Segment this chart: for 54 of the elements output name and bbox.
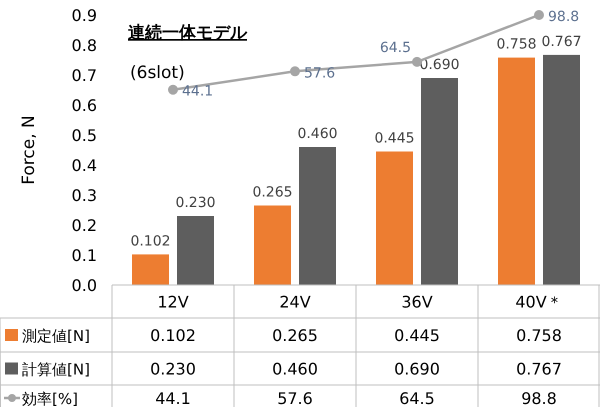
bar: [543, 54, 580, 285]
x-tick-label: 36V: [401, 292, 433, 312]
y-tick-label: 0.3: [72, 186, 97, 205]
text: 64.5: [380, 40, 411, 56]
data-label: 0.102: [150, 326, 196, 345]
point: [534, 10, 544, 20]
annotation: (6slot): [130, 63, 185, 83]
text: 44.1: [182, 84, 214, 100]
legend-label: 効率[%]: [22, 390, 78, 407]
y-tick-label: 0.8: [72, 36, 97, 55]
y-tick-label: 0.0: [72, 276, 97, 295]
data-label: 0.767: [516, 360, 562, 378]
bar: [421, 78, 458, 285]
text: 0.767: [541, 34, 582, 50]
y-tick-label: 0.9: [72, 6, 97, 25]
data-label: 44.1: [155, 389, 191, 407]
data-label: 64.5: [399, 389, 435, 407]
text: 連続一体モデル: [128, 23, 248, 43]
bar: [299, 147, 336, 285]
legend-label: 計算値[N]: [22, 360, 90, 378]
data-label: 57.6: [277, 389, 313, 407]
bar: [254, 206, 291, 285]
data-label: 98.8: [521, 389, 557, 407]
data-label: 0.445: [394, 326, 440, 345]
y-tick-label: 0.7: [72, 66, 97, 85]
text: 0.445: [374, 130, 415, 146]
y-tick-label: 0.4: [72, 156, 97, 175]
data-label: 0.758: [516, 326, 562, 345]
y-tick-label: 0.5: [72, 126, 97, 145]
text: 0.230: [175, 195, 216, 211]
y-tick-label: 0.1: [72, 246, 97, 265]
bar: [177, 216, 214, 285]
text: 57.6: [304, 65, 336, 82]
text: 98.8: [548, 9, 580, 25]
y-tick-label: 0.2: [72, 216, 97, 235]
point: [290, 66, 300, 76]
point: [168, 84, 178, 95]
bar: [132, 254, 169, 285]
bar: [376, 152, 413, 285]
x-tick-label: 12V: [157, 292, 189, 312]
y-tick-label: 0.6: [72, 96, 97, 115]
text: 0.758: [496, 36, 537, 53]
x-tick-label: 40V＊: [515, 292, 563, 312]
text: 0.102: [130, 233, 171, 250]
data-label: 0.265: [272, 326, 318, 345]
data-label: 0.230: [150, 360, 196, 378]
text: 0.460: [297, 126, 338, 142]
data-label: 0.460: [272, 360, 318, 378]
data-label: 0.690: [394, 360, 440, 378]
y-axis-title: Force, N: [19, 115, 39, 185]
bar: [498, 58, 535, 285]
text: 0.265: [252, 184, 293, 200]
legend-label: 測定値[N]: [22, 327, 90, 345]
x-tick-label: 24V: [279, 292, 311, 312]
